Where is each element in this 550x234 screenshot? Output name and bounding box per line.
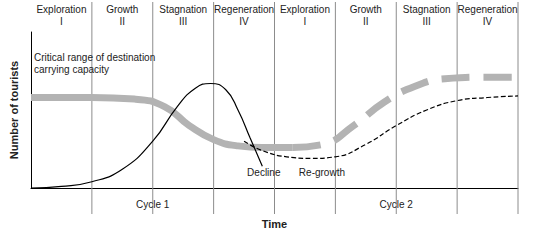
svg-text:Decline: Decline (247, 167, 281, 178)
svg-text:Cycle 1: Cycle 1 (136, 199, 170, 210)
svg-text:Number of tourists: Number of tourists (8, 61, 20, 159)
svg-text:Exploration: Exploration (280, 4, 330, 15)
svg-text:Growth: Growth (106, 4, 138, 15)
svg-text:Time: Time (262, 218, 287, 230)
svg-text:carrying capacity: carrying capacity (34, 64, 109, 75)
svg-text:IV: IV (239, 16, 249, 27)
svg-text:Regeneration: Regeneration (458, 4, 518, 15)
svg-text:III: III (423, 16, 431, 27)
svg-text:II: II (120, 16, 126, 27)
svg-text:III: III (179, 16, 187, 27)
svg-text:Exploration: Exploration (36, 4, 86, 15)
svg-text:II: II (363, 16, 369, 27)
svg-text:Cycle 2: Cycle 2 (380, 199, 414, 210)
svg-text:I: I (304, 16, 307, 27)
svg-text:Re-growth: Re-growth (299, 167, 345, 178)
svg-text:Regeneration: Regeneration (214, 4, 274, 15)
svg-text:Stagnation: Stagnation (403, 4, 451, 15)
svg-text:Critical range of destination: Critical range of destination (34, 52, 155, 63)
svg-text:I: I (60, 16, 63, 27)
svg-text:IV: IV (483, 16, 493, 27)
svg-text:Growth: Growth (350, 4, 382, 15)
svg-text:Stagnation: Stagnation (159, 4, 207, 15)
